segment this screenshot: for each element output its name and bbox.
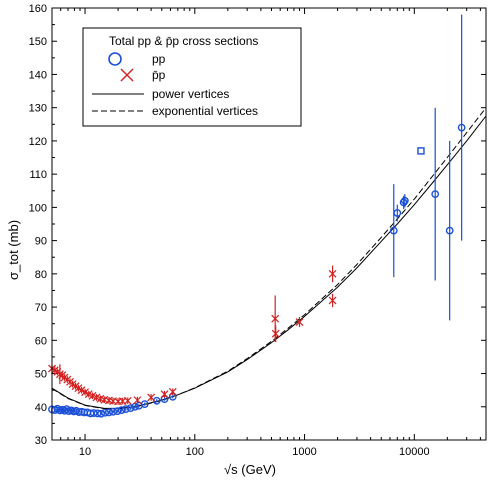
y-tick-label: 50 <box>35 369 47 381</box>
y-tick-label: 130 <box>29 103 47 115</box>
x-tick-label: 100 <box>186 446 204 458</box>
y-tick-label: 60 <box>35 335 47 347</box>
exponential-vertices-curve <box>52 108 486 409</box>
fit-curves <box>52 108 486 409</box>
x-tick-label: 10 <box>79 446 91 458</box>
legend-title: Total pp & p̄p cross sections <box>109 34 258 48</box>
x-tick-label: 1000 <box>292 446 316 458</box>
y-axis-label: σ_tot (mb) <box>6 220 21 280</box>
y-tick-label: 140 <box>29 69 47 81</box>
y-tick-label: 70 <box>35 302 47 314</box>
legend-power-label: power vertices <box>152 87 229 101</box>
y-tick-label: 110 <box>29 169 47 181</box>
pp-square-point <box>418 148 424 154</box>
x-axis-label: √s (GeV) <box>224 462 276 477</box>
legend-pp-label: pp <box>152 52 166 66</box>
legend: Total pp & p̄p cross sections pp p̄p pow… <box>83 28 301 126</box>
y-tick-label: 90 <box>35 236 47 248</box>
x-tick-label: 10000 <box>399 446 430 458</box>
power-vertices-curve <box>52 116 486 408</box>
y-tick-label: 40 <box>35 402 47 414</box>
y-tick-label: 150 <box>29 36 47 48</box>
y-tick-label: 80 <box>35 269 47 281</box>
legend-pbarp-label: p̄p <box>152 68 166 82</box>
y-tick-label: 30 <box>35 435 47 447</box>
legend-exponential-label: exponential vertices <box>152 104 258 118</box>
y-tick-label: 120 <box>29 136 47 148</box>
y-tick-label: 100 <box>29 202 47 214</box>
y-tick-label: 160 <box>29 3 47 15</box>
